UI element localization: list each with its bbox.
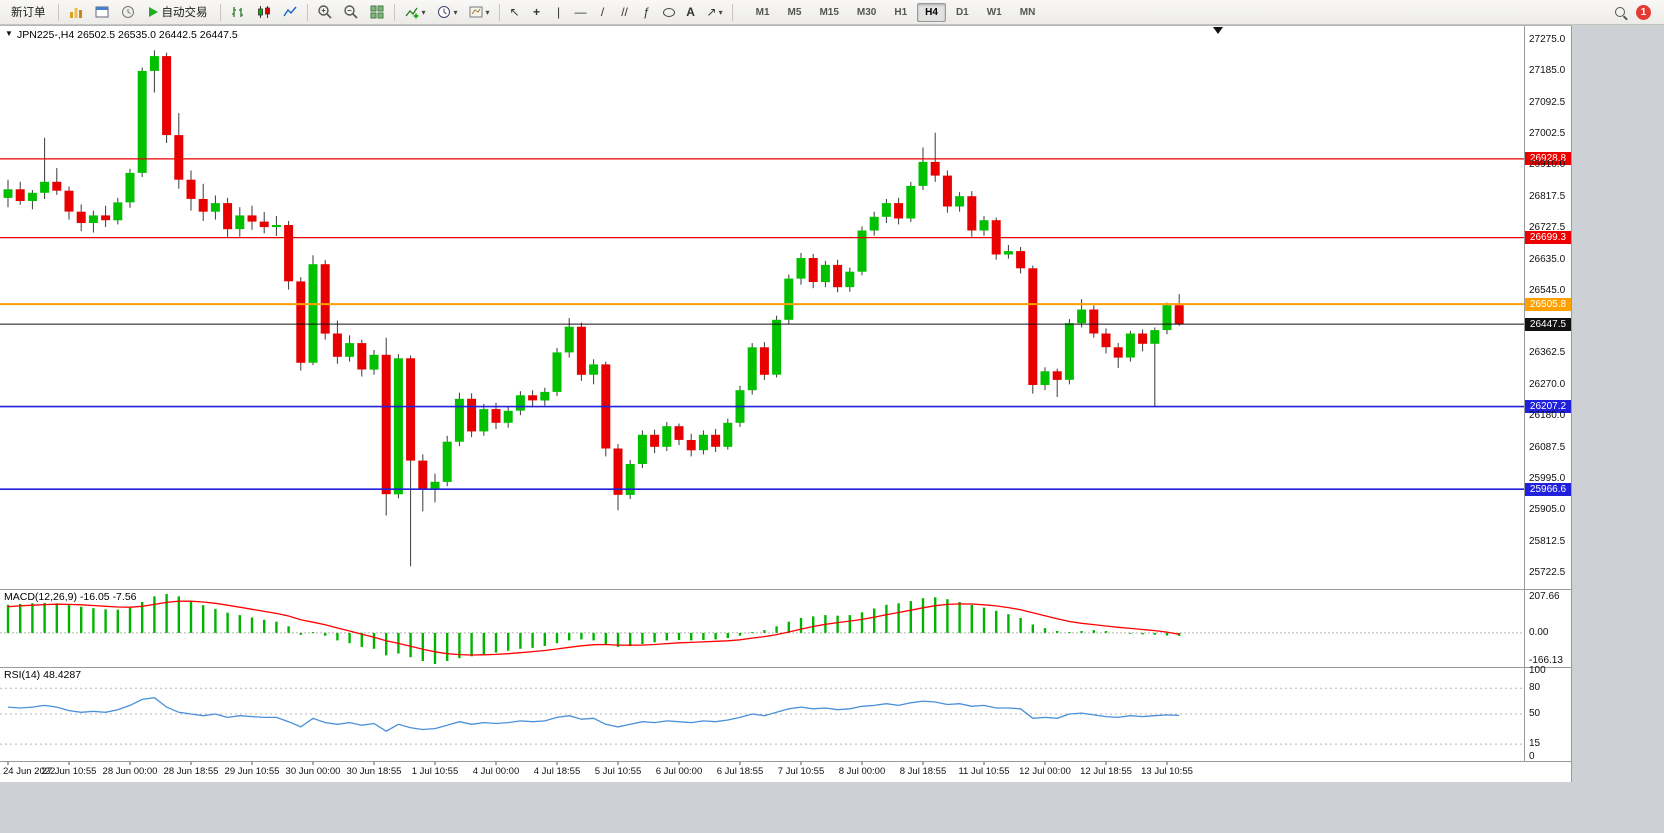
line-chart-type-button[interactable] [278,2,302,22]
templates-icon [469,6,483,18]
timeframe-M30[interactable]: M30 [849,3,884,22]
fibonacci-tool-button[interactable]: ƒ [637,2,657,22]
timeframe-M1[interactable]: M1 [748,3,778,22]
toolbar-separator [498,3,500,21]
timeframe-H1[interactable]: H1 [886,3,915,22]
arrow-icon: ↗ [706,5,717,19]
zoom-in-icon [317,5,332,19]
indicators-icon [404,7,418,19]
toolbar-separator [57,3,59,21]
toolbar-separator [219,3,221,21]
main-toolbar: 新订单 自动交易 [0,0,1664,25]
dropdown-chevron-icon: ▾ [453,7,458,17]
market-watch-button[interactable] [116,2,140,22]
zoom-out-icon [343,5,358,19]
autotrading-play-icon [148,7,158,17]
chart-window[interactable] [0,25,1572,782]
new-order-button[interactable]: 新订单 [4,2,53,22]
notification-badge[interactable]: 1 [1636,4,1651,20]
dropdown-chevron-icon: ▾ [718,7,723,17]
candlestick-chart-icon [257,6,270,18]
market-watch-icon [121,6,134,18]
bar-chart-type-button[interactable] [226,2,250,22]
text-tool-button[interactable]: A [681,2,701,22]
profiles-button[interactable] [90,2,114,22]
timeframe-W1[interactable]: W1 [979,3,1010,22]
ellipse-icon [662,7,675,17]
dropdown-chevron-icon: ▾ [485,7,490,17]
timeframe-toolbar: M1 M5 M15 M30 H1 H4 D1 W1 MN [747,2,1045,22]
vertical-line-tool-button[interactable]: | [549,2,569,22]
horizontal-line-tool-button[interactable]: — [571,2,591,22]
zoom-out-button[interactable] [339,2,363,22]
search-icon [1615,7,1625,17]
crosshair-tool-button[interactable]: + [527,2,547,22]
cursor-tool-button[interactable]: ↖ [505,2,525,22]
dropdown-chevron-icon: ▾ [421,7,426,17]
arrows-tool-button[interactable]: ↗ ▾ [703,2,727,22]
new-chart-icon [69,8,82,18]
zoom-in-button[interactable] [313,2,337,22]
timeframe-H4[interactable]: H4 [917,2,946,22]
shapes-tool-button[interactable] [659,2,679,22]
channel-tool-button[interactable]: // [615,2,635,22]
toolbar-separator [306,3,308,21]
autotrading-label: 自动交易 [161,7,208,19]
timeframe-MN[interactable]: MN [1012,3,1044,22]
timeframe-M5[interactable]: M5 [780,3,810,22]
line-chart-icon [282,6,297,17]
indicators-button[interactable]: ▾ [400,2,430,22]
new-chart-button[interactable] [64,2,88,22]
templates-button[interactable]: ▾ [464,2,494,22]
timeframe-D1[interactable]: D1 [948,3,977,22]
tile-windows-button[interactable] [365,2,389,22]
timeframe-M15[interactable]: M15 [811,3,846,22]
bar-chart-icon [231,7,243,17]
search-button[interactable] [1610,2,1630,22]
tile-windows-icon [370,5,383,19]
toolbar-separator [393,3,395,21]
trendline-tool-button[interactable]: / [593,2,613,22]
toolbar-separator [731,3,733,21]
clock-icon [437,6,450,18]
candlestick-chart-type-button[interactable] [252,2,276,22]
profiles-icon [95,6,108,18]
periods-button[interactable]: ▾ [432,2,462,22]
autotrading-button[interactable]: 自动交易 [142,2,215,22]
